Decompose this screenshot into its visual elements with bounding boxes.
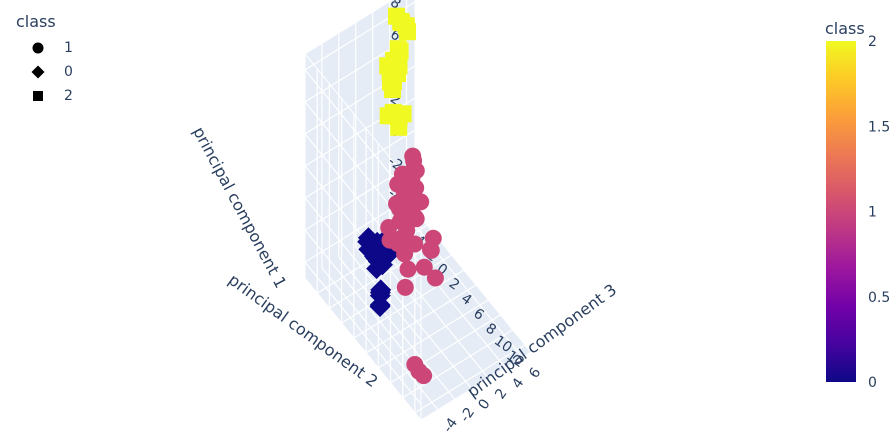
gridline — [341, 254, 452, 324]
point-class-1[interactable] — [406, 235, 424, 253]
point-class-1[interactable] — [424, 229, 442, 247]
point-class-2[interactable] — [390, 118, 408, 136]
z-tick-label: 4 — [509, 375, 527, 392]
legend-item-label: 0 — [64, 64, 73, 80]
x-axis-title: principal component 1 — [189, 124, 290, 292]
z-tick-label: 2 — [492, 386, 510, 402]
gridline — [402, 329, 513, 399]
colorbar-tick-label: 0.5 — [868, 290, 890, 306]
gridline — [365, 284, 477, 354]
point-class-2[interactable] — [391, 42, 409, 60]
point-class-1[interactable] — [412, 193, 430, 211]
circle-symbol-icon — [32, 42, 44, 54]
legend-title: class — [16, 12, 56, 31]
gridline — [353, 269, 465, 339]
point-class-1[interactable] — [396, 278, 414, 296]
point-class-2[interactable] — [399, 23, 416, 41]
z-tick-label: -2 — [457, 405, 478, 426]
point-class-1[interactable] — [399, 260, 417, 278]
point-class-2[interactable] — [384, 81, 401, 98]
colorbar: 2 1.5 1 0.5 0 — [826, 34, 890, 391]
point-class-1[interactable] — [415, 367, 433, 385]
colorbar-gradient — [826, 41, 856, 382]
diamond-symbol-icon — [31, 65, 45, 79]
gridline — [414, 344, 526, 414]
point-class-2[interactable] — [394, 105, 412, 123]
point-class-1[interactable] — [426, 269, 444, 287]
colorbar-tick-label: 0 — [868, 375, 877, 391]
point-class-1[interactable] — [398, 222, 416, 239]
z-tick-label: 6 — [526, 365, 544, 382]
gridline — [321, 267, 439, 411]
gridline — [338, 256, 456, 400]
legend-item-class-0[interactable]: 0 — [30, 62, 73, 82]
gridline — [304, 129, 416, 199]
legend-item-class-1[interactable]: 1 — [30, 38, 73, 58]
gridline — [390, 314, 501, 384]
point-class-0[interactable] — [369, 294, 391, 316]
point-class-1[interactable] — [415, 258, 433, 276]
gridline — [304, 261, 422, 405]
point-class-1[interactable] — [407, 179, 425, 197]
gridline — [304, 229, 422, 373]
gridline — [377, 299, 489, 369]
colorbar-tick-label: 2 — [868, 34, 877, 50]
colorbar-title: class — [825, 19, 865, 38]
plot-scene[interactable]: -4-202468-4-2024681012-4-20246principal … — [189, 0, 620, 435]
legend-item-label: 2 — [64, 88, 73, 104]
square-symbol-icon — [33, 91, 43, 101]
legend-item-label: 1 — [64, 40, 73, 56]
point-class-1[interactable] — [407, 210, 425, 228]
gridline — [329, 239, 440, 309]
gridline — [304, 197, 422, 341]
point-class-0[interactable] — [369, 281, 391, 303]
legend-item-class-2[interactable]: 2 — [30, 86, 73, 106]
colorbar-tick-label: 1 — [868, 205, 877, 221]
colorbar-tick-label: 1.5 — [868, 119, 890, 135]
z-tick-label: 0 — [475, 396, 493, 412]
point-class-1[interactable] — [407, 162, 425, 180]
